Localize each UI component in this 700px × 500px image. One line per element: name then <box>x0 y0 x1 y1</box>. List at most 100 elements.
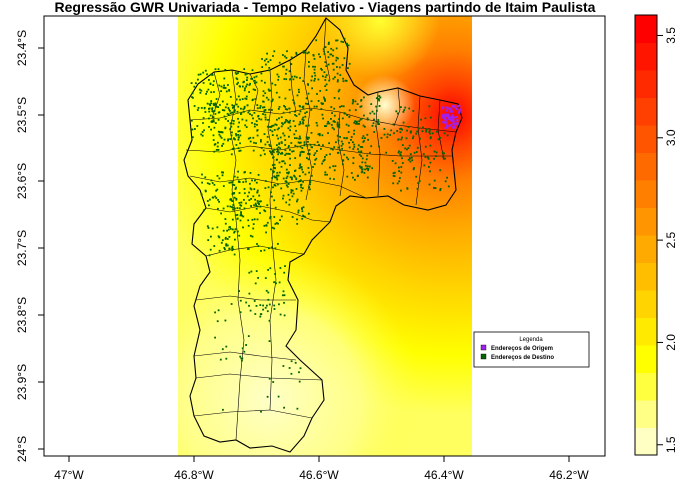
destination-point <box>348 142 350 144</box>
destination-point <box>192 129 194 131</box>
destination-point <box>242 181 244 183</box>
origin-point <box>455 108 457 110</box>
destination-point <box>244 88 246 90</box>
destination-point <box>272 164 274 166</box>
destination-point <box>280 267 282 269</box>
destination-point <box>333 146 335 148</box>
destination-point <box>209 104 211 106</box>
destination-point <box>334 121 336 123</box>
destination-point <box>297 95 299 97</box>
destination-point <box>248 305 250 307</box>
destination-point <box>266 97 268 99</box>
destination-point <box>299 77 301 79</box>
destination-point <box>191 120 193 122</box>
destination-point <box>279 96 281 98</box>
destination-point <box>252 137 254 139</box>
destination-point <box>344 57 346 59</box>
origin-point <box>443 114 445 116</box>
destination-point <box>238 235 240 237</box>
destination-point <box>270 216 272 218</box>
destination-point <box>241 360 243 362</box>
destination-point <box>294 157 296 159</box>
destination-point <box>245 202 247 204</box>
destination-point <box>301 169 303 171</box>
destination-point <box>253 142 255 144</box>
destination-point <box>229 138 231 140</box>
destination-point <box>303 206 305 208</box>
destination-point <box>314 159 316 161</box>
destination-point <box>413 136 415 138</box>
destination-point <box>212 74 214 76</box>
destination-point <box>417 182 419 184</box>
destination-point <box>253 89 255 91</box>
destination-point <box>330 118 332 120</box>
destination-point <box>223 230 225 232</box>
destination-point <box>283 112 285 114</box>
destination-point <box>229 248 231 250</box>
destination-point <box>338 98 340 100</box>
destination-point <box>434 180 436 182</box>
destination-point <box>291 189 293 191</box>
destination-point <box>227 238 229 240</box>
destination-point <box>299 175 301 177</box>
destination-point <box>393 124 395 126</box>
destination-point <box>312 66 314 68</box>
destination-point <box>202 131 204 133</box>
destination-point <box>299 138 301 140</box>
destination-point <box>260 313 262 315</box>
destination-point <box>338 152 340 154</box>
destination-point <box>300 151 302 153</box>
destination-point <box>207 200 209 202</box>
destination-point <box>444 158 446 160</box>
origin-point <box>446 124 448 126</box>
destination-point <box>272 134 274 136</box>
destination-point <box>406 137 408 139</box>
destination-point <box>410 153 412 155</box>
destination-point <box>251 114 253 116</box>
destination-point <box>254 89 256 91</box>
destination-point <box>267 310 269 312</box>
destination-point <box>309 183 311 185</box>
destination-point <box>240 220 242 222</box>
destination-point <box>283 290 285 292</box>
destination-point <box>429 105 431 107</box>
destination-point <box>332 127 334 129</box>
origin-point <box>446 126 448 128</box>
destination-point <box>263 209 265 211</box>
destination-point <box>246 120 248 122</box>
destination-point <box>444 132 446 134</box>
destination-point <box>295 130 297 132</box>
destination-point <box>195 82 197 84</box>
destination-point <box>231 249 233 251</box>
destination-point <box>285 73 287 75</box>
destination-point <box>229 206 231 208</box>
destination-point <box>331 112 333 114</box>
destination-point <box>284 56 286 58</box>
destination-point <box>248 225 250 227</box>
destination-point <box>277 74 279 76</box>
destination-point <box>393 132 395 134</box>
destination-point <box>279 282 281 284</box>
destination-point <box>442 156 444 158</box>
destination-point <box>291 360 293 362</box>
destination-point <box>237 82 239 84</box>
destination-point <box>302 151 304 153</box>
destination-point <box>331 124 333 126</box>
destination-point <box>430 162 432 164</box>
destination-point <box>261 58 263 60</box>
destination-point <box>342 41 344 43</box>
destination-point <box>361 99 363 101</box>
destination-point <box>330 48 332 50</box>
destination-point <box>233 148 235 150</box>
destination-point <box>361 146 363 148</box>
destination-point <box>352 99 354 101</box>
destination-point <box>433 158 435 160</box>
destination-point <box>242 86 244 88</box>
destination-point <box>200 90 202 92</box>
destination-point <box>210 115 212 117</box>
destination-point <box>256 120 258 122</box>
destination-point <box>270 59 272 61</box>
destination-point <box>220 213 222 215</box>
destination-point <box>239 86 241 88</box>
destination-point <box>307 84 309 86</box>
